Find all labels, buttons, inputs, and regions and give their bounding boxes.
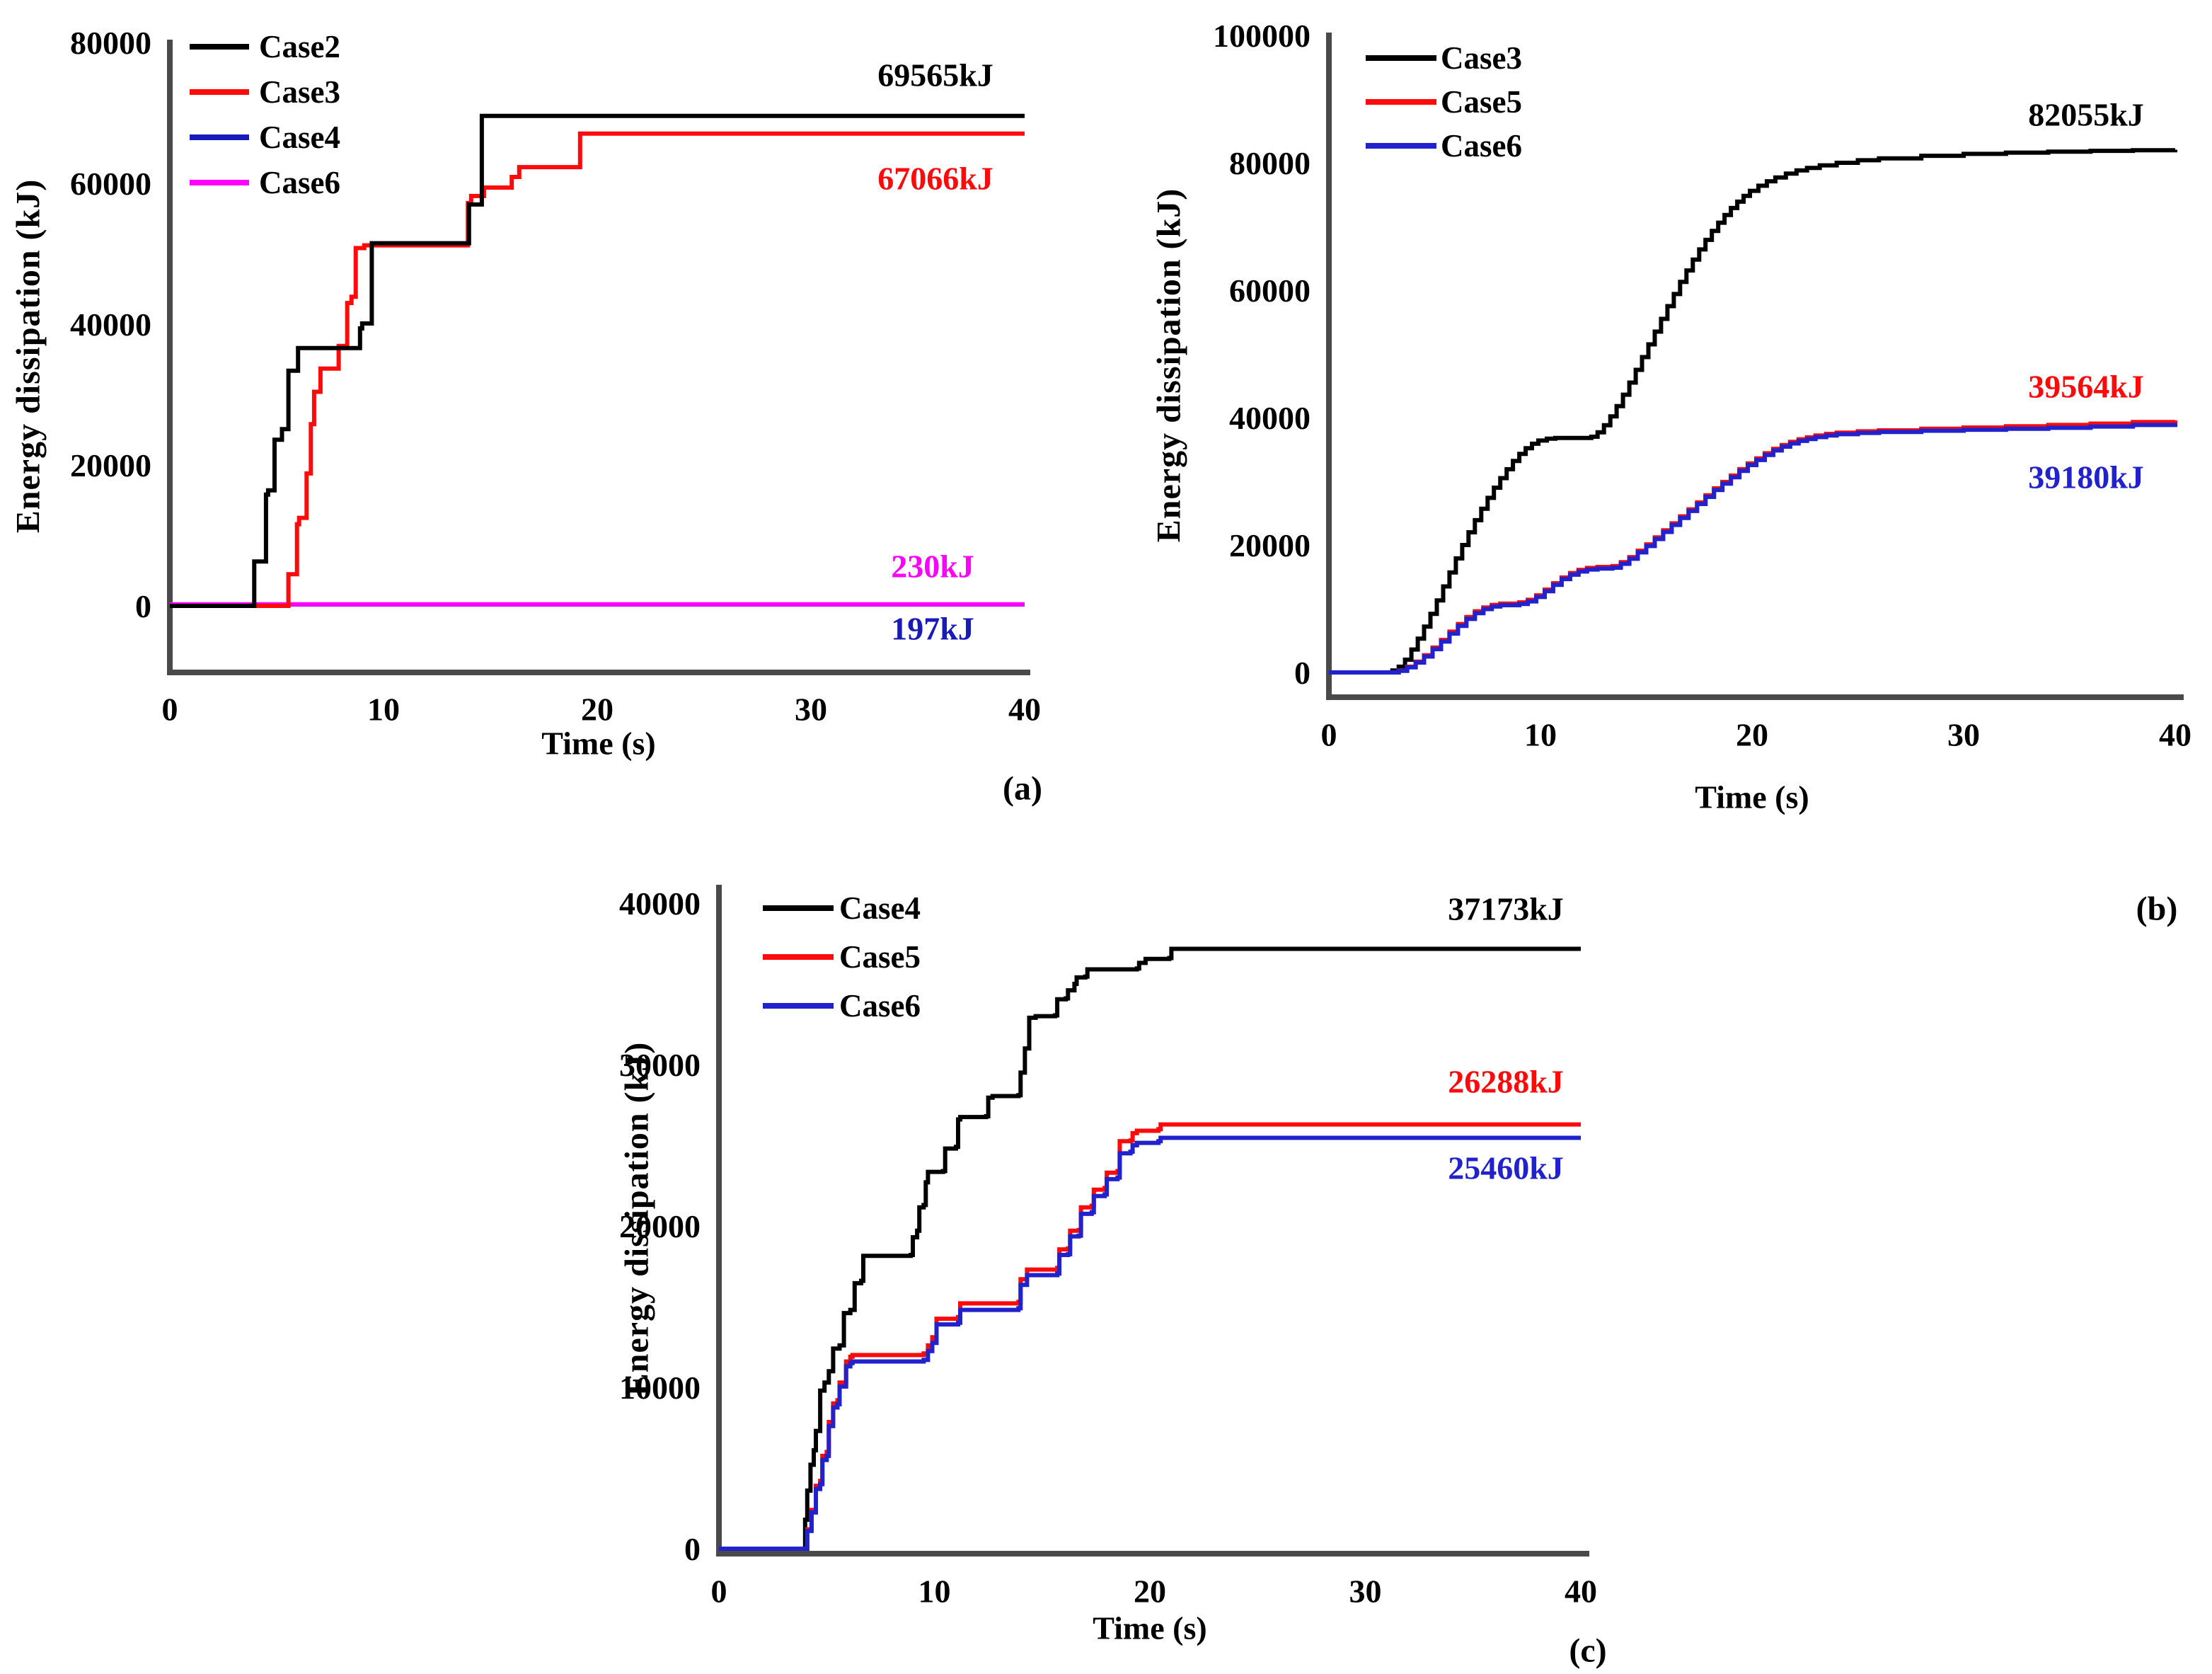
chart-c-legend-label-case4: Case4 (839, 890, 921, 926)
chart-c-legend-label-case6: Case6 (839, 988, 921, 1024)
chart-a-legend-label-case2: Case2 (259, 29, 340, 64)
chart-b-legend-label-case6: Case6 (1441, 128, 1522, 164)
chart-c-y-tick-label: 10000 (619, 1370, 701, 1406)
chart-a-y-tick-label: 40000 (70, 306, 151, 343)
chart-b-x-tick-label: 10 (1524, 716, 1557, 753)
chart-b-x-tick-label: 30 (1947, 716, 1980, 753)
chart-c-legend-label-case5: Case5 (839, 939, 921, 975)
chart-b-x-axis-title: Time (s) (1695, 779, 1809, 815)
chart-b-y-tick-label: 40000 (1229, 400, 1311, 436)
chart-c-series-case4 (719, 946, 1581, 1551)
chart-c-x-tick-label: 30 (1349, 1573, 1382, 1610)
chart-b-annotation-39180kj: 39180kJ (2028, 459, 2144, 495)
chart-a-legend-label-case4: Case4 (259, 120, 340, 155)
chart-c-x-axis-title: Time (s) (1093, 1610, 1207, 1646)
chart-c-x-tick-label: 10 (918, 1573, 951, 1610)
chart-a-y-tick-label: 60000 (70, 166, 151, 202)
chart-b-series-case6 (1329, 423, 2177, 675)
chart-b-x-tick-label: 20 (1736, 716, 1768, 753)
chart-c-x-tick-label: 0 (710, 1573, 727, 1610)
chart-b-legend-line-case3 (1366, 55, 1436, 61)
chart-a-annotation-230kj: 230kJ (891, 548, 974, 585)
chart-c-y-tick-label: 40000 (619, 885, 701, 922)
chart-a-annotation-67066kj: 67066kJ (877, 160, 993, 197)
chart-c-series-case6 (719, 1135, 1581, 1551)
chart-c-series-case5 (719, 1122, 1581, 1551)
chart-b-y-tick-label: 0 (1294, 655, 1311, 691)
chart-a-legend-line-case6 (190, 180, 249, 185)
chart-c-x-tick-label: 40 (1565, 1573, 1597, 1610)
chart-b-y-tick-label: 60000 (1229, 273, 1311, 309)
chart-c-y-tick-label: 0 (684, 1531, 701, 1567)
chart-c-legend-line-case5 (763, 954, 834, 960)
chart-b-series-case3 (1329, 148, 2177, 675)
chart-a-legend-line-case4 (190, 134, 249, 140)
chart-c-y-tick-label: 30000 (619, 1047, 701, 1083)
chart-b-x-tick-label: 40 (2159, 716, 2191, 753)
chart-c-legend-line-case6 (763, 1003, 834, 1009)
chart-c-legend-line-case4 (763, 905, 834, 911)
chart-a-series-case3 (170, 131, 1025, 608)
chart-a-y-axis-title: Energy dissipation (kJ) (9, 178, 47, 534)
chart-a-x-tick-label: 10 (367, 691, 400, 728)
chart-c-caption: (c) (1569, 1632, 1607, 1670)
chart-b-y-tick-label: 100000 (1213, 18, 1311, 54)
chart-a-legend-label-case3: Case3 (259, 74, 340, 110)
chart-b-legend-line-case6 (1366, 143, 1436, 149)
chart-a-y-tick-label: 0 (135, 588, 151, 624)
chart-b-legend-label-case3: Case3 (1441, 40, 1522, 76)
chart-a-x-axis-title: Time (s) (541, 725, 656, 762)
chart-b-caption: (b) (2136, 890, 2178, 928)
chart-c-annotation-25460kj: 25460kJ (1448, 1150, 1564, 1186)
chart-a-legend-line-case2 (190, 44, 249, 50)
chart-a-x-tick-label: 0 (161, 691, 178, 728)
chart-c-annotation-37173kj: 37173kJ (1448, 890, 1564, 927)
chart-a-x-tick-label: 40 (1008, 691, 1041, 728)
chart-b-y-axis-title: Energy dissipation (kJ) (1150, 188, 1188, 543)
chart-a-caption: (a) (1003, 769, 1042, 808)
chart-a-x-tick-label: 30 (795, 691, 827, 728)
chart-c-annotation-26288kj: 26288kJ (1448, 1063, 1564, 1100)
chart-b-y-tick-label: 80000 (1229, 145, 1311, 181)
chart-b-legend-line-case5 (1366, 99, 1436, 105)
chart-c-x-tick-label: 20 (1134, 1573, 1166, 1610)
chart-a-annotation-69565kj: 69565kJ (877, 57, 993, 93)
chart-b-annotation-39564kj: 39564kJ (2028, 368, 2144, 405)
chart-a-y-tick-label: 80000 (70, 25, 151, 61)
chart-b-x-tick-label: 0 (1320, 716, 1337, 753)
chart-a-legend-label-case6: Case6 (259, 165, 340, 200)
chart-a-legend-line-case3 (190, 89, 249, 95)
chart-b-y-tick-label: 20000 (1229, 527, 1311, 563)
chart-a-annotation-197kj: 197kJ (891, 610, 974, 647)
chart-a-y-tick-label: 20000 (70, 447, 151, 483)
chart-b-legend-label-case5: Case5 (1441, 84, 1522, 120)
chart-a-series-case2 (170, 113, 1025, 608)
chart-a-x-tick-label: 20 (581, 691, 614, 728)
chart-b-annotation-82055kj: 82055kJ (2028, 96, 2144, 133)
chart-c-y-tick-label: 20000 (619, 1208, 701, 1244)
